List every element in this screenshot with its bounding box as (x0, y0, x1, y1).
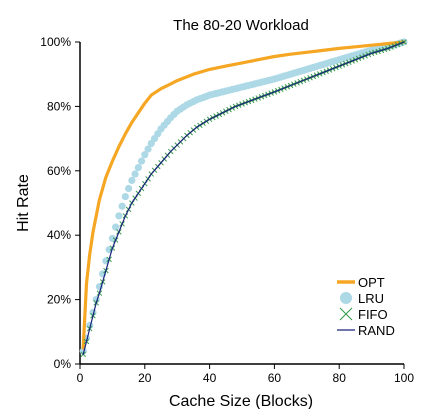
x-tick-label: 20 (138, 371, 152, 385)
lru-point (115, 212, 123, 220)
lru-point (112, 223, 120, 231)
legend-label-fifo: FIFO (358, 307, 388, 322)
tick-group: 0 20 40 60 80 100 0% 20% 40% 60% 80% 100% (40, 35, 414, 385)
y-tick-label: 100% (40, 35, 71, 49)
y-tick-label: 80% (47, 99, 71, 113)
y-tick-label: 20% (47, 293, 71, 307)
lru-point (108, 234, 116, 243)
lru-point (118, 202, 126, 210)
x-tick-label: 0 (77, 371, 84, 385)
legend-label-rand: RAND (358, 323, 395, 338)
y-axis-title: Hit Rate (15, 174, 32, 232)
lru-point (121, 192, 129, 201)
plot-area (79, 38, 408, 358)
lru-point (144, 145, 152, 153)
opt-line (81, 40, 406, 350)
axes (79, 42, 404, 365)
lru-point (131, 170, 139, 178)
rand-line (82, 41, 405, 355)
legend-label-opt: OPT (358, 275, 385, 290)
chart-title: The 80-20 Workload (173, 17, 309, 34)
legend-swatch-fifo (339, 307, 353, 321)
lru-point (137, 157, 146, 165)
lru-point (134, 163, 142, 172)
y-tick-label: 40% (47, 228, 71, 242)
lru-point (125, 184, 133, 193)
y-tick-label: 60% (47, 164, 71, 178)
x-tick-label: 40 (203, 371, 217, 385)
x-axis-title: Cache Size (Blocks) (169, 393, 313, 409)
x-tick-label: 60 (268, 371, 282, 385)
x-tick-label: 100 (394, 371, 414, 385)
y-tick-label: 0% (54, 357, 72, 371)
x-tick-label: 80 (333, 371, 347, 385)
lru-point (128, 176, 136, 185)
legend-label-lru: LRU (358, 291, 384, 306)
legend-swatch-lru (340, 292, 352, 304)
lru-point (141, 151, 149, 159)
